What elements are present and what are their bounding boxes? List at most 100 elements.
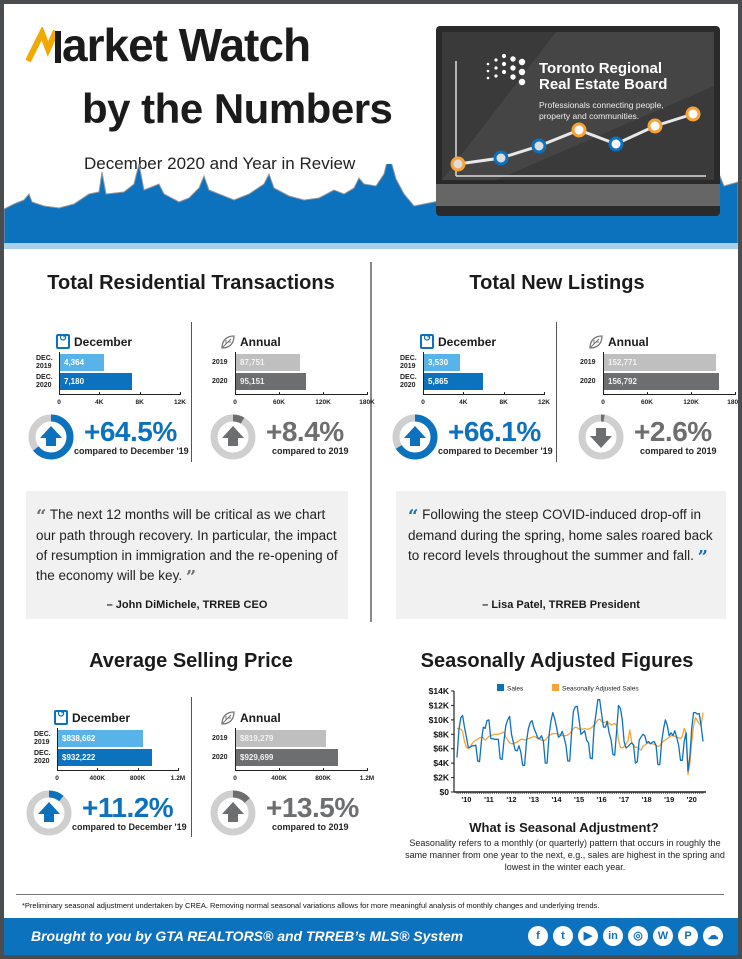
bar: 3,530 [424,354,460,371]
facebook-icon[interactable]: f [528,926,548,946]
panel-divider [191,697,192,837]
series-line-sales [456,699,704,772]
seasonal-explainer-title: What is Seasonal Adjustment? [469,820,659,835]
axis-tick-label: 12K [174,399,186,406]
donut-progress-arc [392,414,438,460]
panel-heading: Annual [588,334,649,350]
axis-tick-label: 180K [359,399,375,406]
bar: 7,180 [60,373,133,390]
change-percent: +64.5% [84,416,177,447]
bar-axis-x [235,770,367,771]
axis-tick-label: 4K [95,399,104,406]
bar: 4,364 [60,354,104,371]
x-tick-label: '14 [551,795,562,804]
axis-tick-label: 400K [89,775,106,782]
axis-tick-mark [99,392,101,395]
bar-row-label: 2020 [212,378,228,386]
page-title-line2: by the Numbers [82,85,393,132]
axis-tick-mark [647,392,648,395]
panel-heading-label: Annual [240,335,281,349]
wordpress-icon[interactable]: W [653,926,673,946]
bar-row-label-line: 2019 [212,735,228,742]
bar-row-label: 2019 [580,359,596,367]
donut-progress-arc [210,414,256,460]
brand-name-line1: Toronto Regional [539,60,663,77]
change-percent: +11.2% [82,792,174,823]
axis-tick-mark [691,392,692,395]
soundcloud-icon[interactable]: ☁ [703,926,723,946]
x-tick-label: '18 [642,795,652,804]
bar-axis-y [235,728,236,770]
y-tick-label: $6K [433,744,449,754]
bar-axis-x [235,394,367,395]
bar-chart: DEC. 2019 3,530 DEC. 2020 5,865 0 4K 8K 12K [400,350,570,408]
bar-row-label-line: 2019 [34,739,50,746]
bar-row-label-line: 2019 [580,359,596,366]
change-donut [28,414,74,460]
axis-tick-mark [178,768,179,771]
listings-annual-panel: Annual 2019 152,771 2020 156,792 0 60K 120K 180K… [578,334,738,460]
brand-name: Toronto Regional Real Estate Board [539,61,709,93]
y-tick-label: $0 [440,787,450,797]
change-percent: +13.5% [266,792,359,823]
twitter-icon[interactable]: t [553,926,573,946]
axis-tick-label: 8K [135,399,144,406]
pinterest-icon[interactable]: P [678,926,698,946]
legend-swatch-seasonally-adjusted [552,684,559,691]
panel-heading-label: Annual [608,335,649,349]
quote-card-ceo: “ The next 12 months will be critical as… [26,491,348,619]
linkedin-icon[interactable]: in [603,926,623,946]
bar-row-label-line: 2020 [212,754,228,761]
footnote: *Preliminary seasonal adjustment underta… [22,901,600,910]
transactions-title: Total Residential Transactions [47,272,335,294]
axis-tick-mark [97,768,99,771]
youtube-icon[interactable]: ▶ [578,926,598,946]
bar-row-label-line: 2020 [400,382,416,389]
axis-tick-label: 0 [55,775,59,782]
axis-tick-mark [423,392,424,395]
legend-label-sales: Sales [507,686,524,693]
axis-tick-mark [57,768,58,771]
change-caption: compared to December '19 [438,446,553,456]
bar: 156,792 [604,373,719,390]
bar-axis-x [59,394,180,395]
instagram-icon[interactable]: ◎ [628,926,648,946]
bar: $838,662 [58,730,143,747]
axis-tick-label: 8K [499,399,508,406]
panel-divider [191,322,192,462]
axis-tick-mark [503,392,505,395]
change-donut [210,790,256,836]
y-tick-label: $12K [429,700,450,710]
brand-name-line2: Real Estate Board [539,76,668,93]
bar: 5,865 [424,373,484,390]
x-tick-label: '13 [529,795,539,804]
axis-tick-mark [180,392,181,395]
brand-tagline-line2: property and communities. [539,111,640,121]
bar: 95,151 [236,373,306,390]
axis-tick-mark [235,392,236,395]
axis-tick-mark [235,768,236,771]
axis-tick-label: 1.2M [170,775,186,782]
panel-heading-label: December [74,334,133,349]
axis-tick-label: 800K [315,775,331,782]
panel-heading: December [54,709,131,725]
axis-tick-label: 0 [233,399,237,406]
bar-row-label: 2019 [212,359,228,367]
bar-row-label-line: DEC. [34,731,51,738]
close-quote-icon: ” [185,567,197,588]
x-tick-label: '15 [574,795,584,804]
panel-heading-label: December [72,710,131,725]
bar-row-label-line: DEC. [36,374,53,381]
change-caption: compared to December '19 [74,446,189,456]
change-caption: compared to 2019 [272,822,349,832]
x-tick-label: '10 [461,795,471,804]
y-tick-label: $10K [429,715,450,725]
calendar-icon [54,709,68,725]
bar: 87,751 [236,354,301,371]
price-title: Average Selling Price [89,650,293,672]
change-donut [578,414,624,460]
panel-heading: December [420,333,496,349]
price-december-panel: DecemberDEC.2019$838,662DEC.2020$932,222… [26,709,204,836]
panel-divider [556,322,557,462]
donut-progress-arc [28,414,74,460]
